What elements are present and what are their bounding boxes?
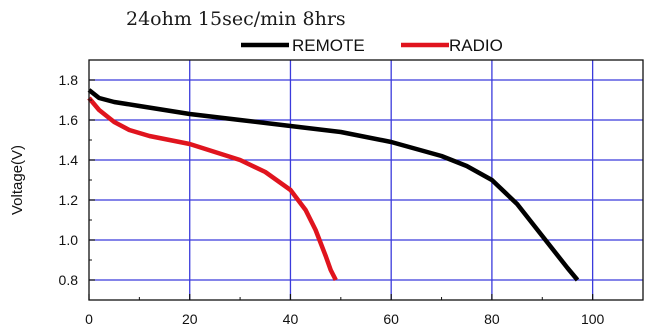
y-tick-label: 1.0 xyxy=(59,232,79,248)
grid xyxy=(89,60,643,300)
legend-label-remote: REMOTE xyxy=(292,36,365,55)
y-axis-label: Voltage(V) xyxy=(9,145,26,215)
x-tick-label: 40 xyxy=(283,311,299,327)
x-tick-label: 80 xyxy=(484,311,500,327)
y-tick-label: 1.8 xyxy=(59,72,79,88)
series-line-radio xyxy=(87,96,338,282)
y-tick-label: 1.2 xyxy=(59,192,79,208)
chart-title: 24ohm 15sec/min 8hrs xyxy=(126,8,346,30)
legend: REMOTE RADIO xyxy=(241,36,503,55)
y-tick-label: 1.4 xyxy=(59,152,79,168)
plot-frame xyxy=(88,59,644,301)
x-tick-label: 100 xyxy=(581,311,605,327)
legend-label-radio: RADIO xyxy=(449,36,503,55)
ticks: 0 20 40 60 80 100 0.8 1.0 1.2 1.4 1.6 1.8 xyxy=(59,72,605,327)
y-tick-label: 1.6 xyxy=(59,112,79,128)
y-tick-label: 0.8 xyxy=(59,272,79,288)
x-tick-label: 0 xyxy=(85,311,93,327)
x-tick-label: 20 xyxy=(182,311,198,327)
x-tick-label: 60 xyxy=(383,311,399,327)
series-line-remote xyxy=(87,88,580,282)
series-layer xyxy=(87,88,580,282)
